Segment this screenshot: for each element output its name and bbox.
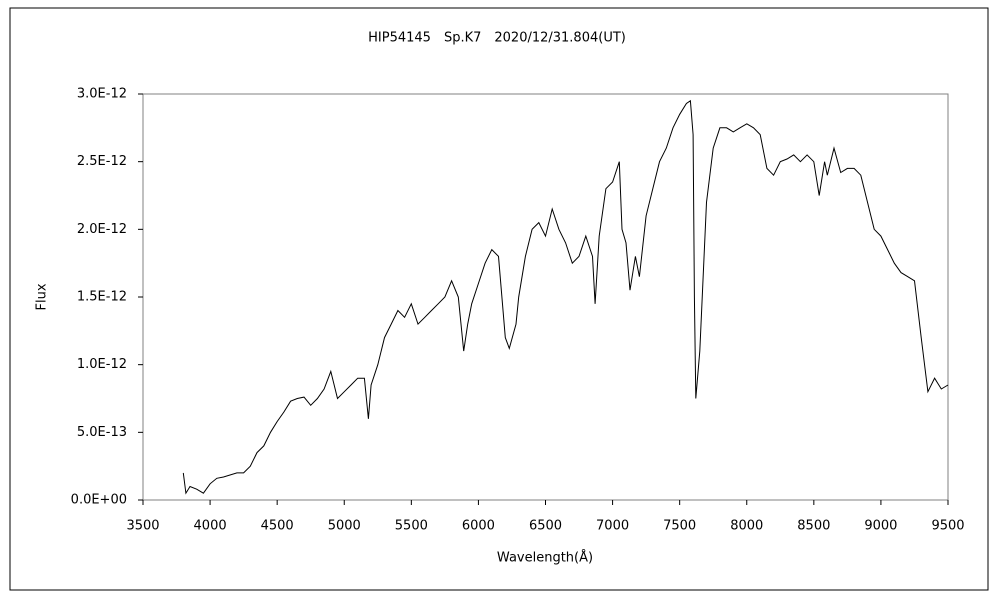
y-tick-label: 1.0E-12 bbox=[77, 357, 127, 372]
y-axis-label: Flux bbox=[35, 283, 50, 310]
x-tick-label: 9000 bbox=[864, 519, 897, 534]
frame bbox=[9, 7, 989, 591]
spectrum-line bbox=[182, 99, 949, 495]
x-tick-label: 5000 bbox=[328, 519, 361, 534]
x-tick-label: 6000 bbox=[462, 519, 495, 534]
x-tick-label: 3500 bbox=[126, 519, 159, 534]
y-tick-label: 2.5E-12 bbox=[77, 154, 127, 169]
y-tick-label: 3.0E-12 bbox=[77, 87, 127, 102]
x-tick-label: 9500 bbox=[931, 519, 964, 534]
x-tick-label: 5500 bbox=[395, 519, 428, 534]
x-tick-label: 7500 bbox=[663, 519, 696, 534]
y-tick-label: 2.0E-12 bbox=[77, 222, 127, 237]
y-tick-label: 1.5E-12 bbox=[77, 290, 127, 305]
x-tick-label: 4500 bbox=[261, 519, 294, 534]
x-tick-label: 6500 bbox=[529, 519, 562, 534]
x-tick-label: 8500 bbox=[797, 519, 830, 534]
x-tick-label: 8000 bbox=[730, 519, 763, 534]
x-tick-label: 7000 bbox=[596, 519, 629, 534]
chart-title: HIP54145 Sp.K7 2020/12/31.804(UT) bbox=[368, 31, 626, 46]
x-tick-label: 4000 bbox=[194, 519, 227, 534]
x-axis-label: Wavelength(Å) bbox=[497, 550, 593, 566]
y-tick-label: 0.0E+00 bbox=[71, 493, 127, 508]
plot-area bbox=[142, 93, 949, 501]
y-tick-label: 5.0E-13 bbox=[77, 425, 127, 440]
